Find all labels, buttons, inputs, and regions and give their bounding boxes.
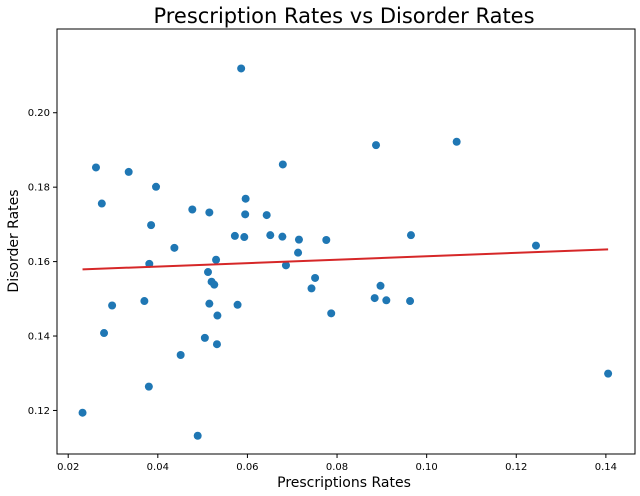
data-point (124, 167, 133, 176)
data-point (78, 408, 87, 417)
y-tick-label: 0.18 (28, 183, 50, 194)
data-point (327, 309, 336, 318)
data-point (188, 205, 197, 214)
data-point (170, 243, 179, 252)
data-point (307, 284, 316, 293)
data-point (452, 137, 461, 146)
data-point (147, 221, 156, 230)
data-point (97, 199, 106, 208)
data-point (322, 236, 331, 245)
data-point (241, 210, 250, 219)
data-point (176, 351, 185, 360)
data-point (241, 194, 250, 203)
data-point (281, 261, 290, 270)
x-tick-label: 0.12 (505, 462, 527, 473)
data-point (152, 182, 161, 191)
plot-frame (56, 28, 636, 455)
data-point (203, 268, 212, 277)
plot-area: 0.02 0.04 0.06 0.08 0.10 0.12 0.14 0.120.140.1… (28, 28, 636, 473)
data-point (531, 241, 540, 250)
x-tick-label: 0.02 (57, 462, 79, 473)
trendline-group (82, 248, 609, 271)
data-point (100, 329, 109, 338)
x-tick-label: 0.08 (326, 462, 348, 473)
x-tick-label: 0.04 (147, 462, 169, 473)
data-point (91, 163, 100, 172)
x-tick-label: 0.06 (236, 462, 258, 473)
data-point (406, 231, 415, 240)
data-point (210, 280, 219, 289)
data-point (294, 235, 303, 244)
data-point (376, 281, 385, 290)
data-point (205, 208, 214, 217)
y-tick-label: 0.16 (28, 257, 50, 268)
chart-title: Prescription Rates vs Disorder Rates (153, 4, 534, 28)
x-tick-label: 0.10 (416, 462, 438, 473)
data-point (140, 297, 149, 306)
data-point (240, 233, 249, 242)
data-point (108, 301, 117, 310)
data-point (604, 369, 613, 378)
data-point (230, 231, 239, 240)
data-point (212, 340, 221, 349)
data-point (205, 299, 214, 308)
x-tick-label: 0.14 (595, 462, 617, 473)
x-axis-label: Prescriptions Rates (277, 475, 411, 491)
data-point (311, 273, 320, 282)
data-point (294, 248, 303, 257)
data-point (262, 211, 271, 220)
y-axis: 0.12 0.14 0.16 0.18 0.20 (28, 108, 57, 417)
y-tick-label: 0.20 (28, 108, 50, 119)
data-point (372, 141, 381, 150)
data-point (278, 160, 287, 169)
data-point (193, 431, 202, 440)
y-tick-label: 0.12 (28, 406, 50, 417)
data-point (382, 296, 391, 305)
data-point (406, 297, 415, 306)
y-axis-label: Disorder Rates (6, 189, 22, 292)
trendline (82, 248, 609, 271)
data-point (144, 382, 153, 391)
y-tick-label: 0.14 (28, 332, 50, 343)
data-point (212, 255, 221, 264)
data-point (200, 333, 209, 342)
scatter-points (78, 64, 613, 440)
data-point (213, 311, 222, 320)
data-point (278, 232, 287, 241)
x-axis: 0.02 0.04 0.06 0.08 0.10 0.12 0.14 (57, 454, 617, 473)
data-point (233, 300, 242, 309)
data-point (370, 294, 379, 303)
data-point (237, 64, 246, 73)
data-point (266, 231, 275, 240)
